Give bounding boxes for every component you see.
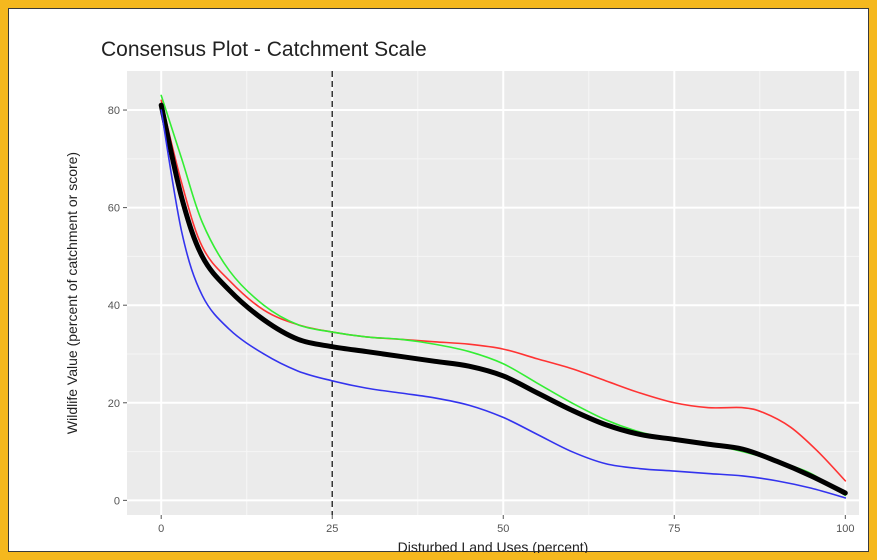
series-line-3 xyxy=(158,102,848,496)
axis-ticks: 0 25 50 75 100 0 20 40 60 80 xyxy=(108,105,855,535)
x-tick-label: 75 xyxy=(668,523,680,535)
x-tick-label: 100 xyxy=(836,523,854,535)
y-tick-label: 80 xyxy=(108,105,120,117)
x-tick-label: 25 xyxy=(326,523,338,535)
chart-frame: Consensus Plot - Catchment Scale 0 25 50 75… xyxy=(8,8,869,553)
y-tick-label: 20 xyxy=(108,398,120,410)
consensus-chart: Consensus Plot - Catchment Scale 0 25 50 75… xyxy=(64,38,859,553)
x-tick-label: 0 xyxy=(158,523,164,535)
x-tick-label: 50 xyxy=(497,523,509,535)
y-tick-label: 0 xyxy=(114,495,120,507)
chart-title: Consensus Plot - Catchment Scale xyxy=(101,38,427,61)
y-tick-label: 60 xyxy=(108,203,120,215)
series-line-1 xyxy=(160,99,847,482)
y-tick-label: 40 xyxy=(108,300,120,312)
series-lines xyxy=(158,94,848,499)
series-line-4 xyxy=(160,109,847,499)
y-axis-label: Wildlife Value (percent of catchment or … xyxy=(64,152,80,434)
x-axis-label: Disturbed Land Uses (percent) xyxy=(398,539,589,553)
